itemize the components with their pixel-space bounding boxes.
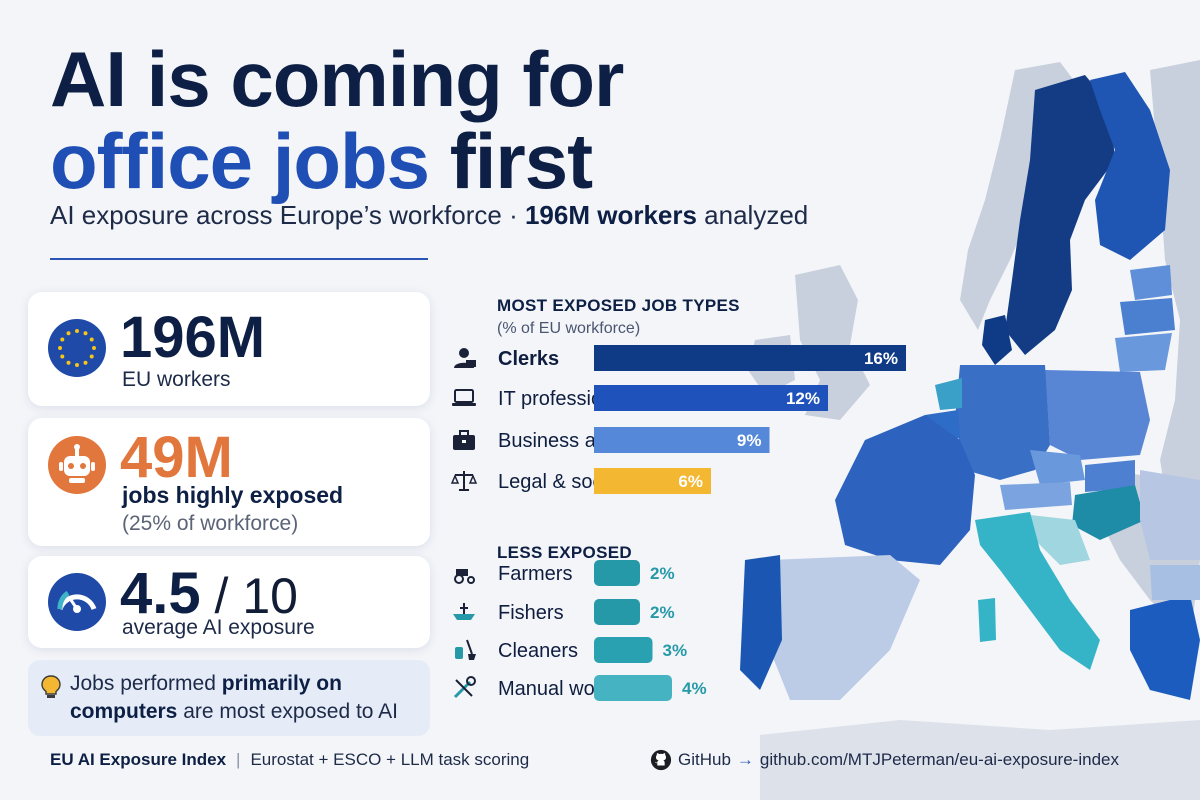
bar-value-label: 2% (650, 603, 675, 622)
github-repo-link[interactable]: github.com/MTJPeterman/eu-ai-exposure-in… (759, 750, 1119, 769)
bar-value-label: 6% (678, 472, 703, 491)
map-country-portugal (740, 555, 782, 690)
bar-value-label: 12% (786, 389, 820, 408)
briefcase-icon (453, 430, 475, 450)
footer-brand: EU AI Exposure Index (50, 750, 227, 769)
section-title-less: LESS EXPOSED (497, 543, 632, 562)
bar (594, 345, 906, 371)
footer-credits: EU AI Exposure Index | Eurostat + ESCO + L… (50, 750, 529, 770)
bar (594, 675, 672, 701)
stat-card-average: 4.5 / 10 average AI exposure (28, 556, 430, 648)
bar (594, 560, 640, 586)
github-icon (650, 749, 672, 771)
clerk-icon (454, 348, 476, 368)
bar-label: Clerks (498, 348, 559, 370)
map-country-sweden (1005, 75, 1115, 355)
section-subtitle-most: (% of EU workforce) (497, 320, 641, 337)
gauge-icon (48, 573, 106, 631)
tractor-icon (454, 569, 475, 584)
bar-label: Fishers (498, 602, 564, 624)
map-country-hungary (1072, 485, 1145, 540)
github-label: GitHub (678, 750, 731, 769)
map-country-sardinia (978, 598, 996, 642)
map-country-greece (1130, 595, 1200, 700)
map-country-spain (770, 555, 920, 700)
map-country-slovenia-croatia (1030, 515, 1090, 565)
tools-icon (453, 676, 476, 699)
bar (594, 599, 640, 625)
note-text: Jobs performed primarily on computers are… (70, 672, 398, 723)
map-country-slovakia (1085, 460, 1135, 492)
subtitle-bold: 196M workers (524, 200, 697, 230)
map-country-france (835, 415, 975, 565)
cleaning-icon (455, 639, 476, 660)
stat-value-workers: 196M (120, 305, 266, 370)
section-title-most: MOST EXPOSED JOB TYPES (497, 296, 740, 315)
map-country-latvia (1120, 298, 1175, 335)
stat-value-average: 4.5 / 10 (120, 561, 298, 626)
stat-label-average: average AI exposure (122, 616, 315, 639)
scales-icon (450, 471, 478, 491)
bar-label: Cleaners (498, 640, 578, 662)
footer-sources: Eurostat + ESCO + LLM task scoring (250, 750, 530, 769)
map-country-austria (1000, 482, 1072, 510)
footer-github[interactable]: GitHub → github.com/MTJPeterman/eu-ai-ex… (650, 749, 1119, 771)
bar-value-label: 2% (650, 564, 675, 583)
map-country-czechia (1030, 450, 1085, 485)
stat-card-exposed: 49M jobs highly exposed (25% of workforc… (28, 418, 430, 546)
stat-value-exposed: 49M (120, 425, 233, 490)
bar-value-label: 9% (737, 431, 762, 450)
map-land-africa (760, 720, 1200, 800)
map-country-lithuania (1115, 333, 1172, 372)
footer-separator: | (236, 750, 241, 769)
stat-label-exposed: jobs highly exposed (122, 482, 344, 508)
title-accent: office jobs (50, 117, 430, 205)
map-country-germany (955, 365, 1050, 480)
job-exposure-bar-chart: Clerks 16%IT professionals 12%Business adm… (450, 345, 906, 701)
lightbulb-icon (41, 675, 61, 698)
robot-icon (48, 436, 106, 494)
map-country-italy (975, 512, 1100, 670)
subtitle: AI exposure across Europe’s workforce · … (50, 200, 809, 230)
map-country-netherlands (935, 378, 962, 410)
insight-note: Jobs performed primarily on computers are… (28, 660, 430, 736)
bar-value-label: 3% (663, 641, 688, 660)
stat-sublabel-exposed: (25% of workforce) (122, 512, 299, 535)
title-divider (50, 258, 428, 260)
stat-card-workers: 196M EU workers (28, 292, 430, 406)
laptop-icon (452, 389, 476, 406)
eu-flag-icon (48, 319, 106, 377)
page-title: AI is coming for office jobs first (50, 35, 624, 205)
map-land-uk (795, 265, 870, 420)
bar-label: Farmers (498, 563, 572, 585)
map-country-romania (1140, 470, 1200, 560)
stat-value-suffix: / 10 (200, 568, 298, 624)
bar (594, 427, 770, 453)
map-country-denmark (982, 315, 1012, 365)
map-country-bulgaria (1150, 565, 1200, 600)
arrow-right-icon: → (736, 750, 754, 769)
bar-value-label: 16% (864, 349, 898, 368)
map-country-finland (1090, 72, 1170, 260)
bar (594, 468, 711, 494)
bar-label: Legal & social (498, 471, 623, 493)
map-country-poland (1045, 370, 1150, 460)
title-rest: first (429, 117, 593, 205)
bar-value-label: 4% (682, 679, 707, 698)
boat-icon (453, 603, 475, 620)
bar (594, 385, 828, 411)
stat-label-workers: EU workers (122, 368, 231, 391)
map-country-estonia (1130, 265, 1172, 300)
bar (594, 637, 653, 663)
